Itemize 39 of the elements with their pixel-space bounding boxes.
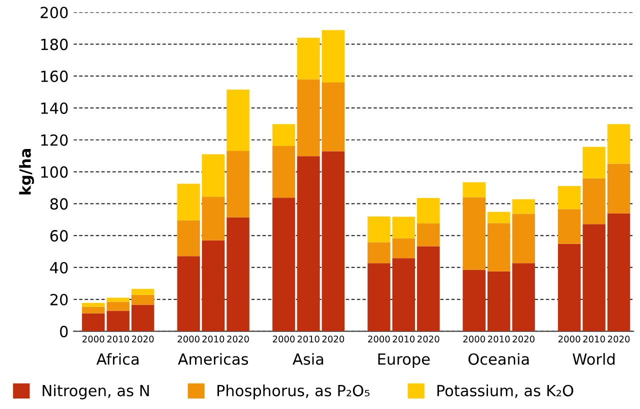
text: Americas xyxy=(178,353,248,365)
x-tick-label: 2020 xyxy=(608,336,630,342)
text: World xyxy=(572,353,615,365)
y-tick-label: 0 xyxy=(60,326,68,338)
x-tick-label: 2020 xyxy=(322,336,344,342)
y-tick-label: 120 xyxy=(41,134,68,146)
x-tick-label: 2010 xyxy=(298,336,320,342)
x-tick-label: 2010 xyxy=(392,336,415,342)
x-tick-label: 2000 xyxy=(82,336,104,342)
y-tick-label: 160 xyxy=(41,70,68,82)
x-tick-label: 2000 xyxy=(272,336,295,342)
x-tick-label: 2010 xyxy=(202,336,224,342)
y-tick-label: 100 xyxy=(41,166,68,178)
y-tick-label: 40 xyxy=(50,262,68,274)
x-tick-label: 2000 xyxy=(178,336,200,342)
y-tick-label: 140 xyxy=(41,102,68,114)
text: Europe xyxy=(378,354,430,368)
x-tick-label: 2020 xyxy=(418,336,440,342)
x-tick-label: 2010 xyxy=(488,336,510,342)
y-axis-title: kg/ha xyxy=(19,149,34,194)
y-tick-label: 80 xyxy=(50,198,68,210)
x-tick-label: 2000 xyxy=(558,336,580,342)
x-tick-label: 2000 xyxy=(463,336,486,342)
x-tick-label: 2000 xyxy=(368,336,390,342)
x-tick-label: 2020 xyxy=(512,336,534,342)
x-tick-label: 2020 xyxy=(132,336,154,342)
text: Africa xyxy=(96,353,138,365)
y-tick-label: 180 xyxy=(41,38,68,50)
x-tick-label: 2020 xyxy=(227,336,249,342)
text: Oceania xyxy=(468,353,529,365)
y-tick-label: 60 xyxy=(50,230,68,242)
y-tick-label: 20 xyxy=(50,294,68,306)
y-tick-label: 200 xyxy=(40,6,68,18)
x-tick-label: 2010 xyxy=(583,336,605,342)
x-tick-label: 2010 xyxy=(107,336,129,342)
text: Asia xyxy=(292,353,324,365)
legend-label: Nitrogen, as N xyxy=(42,384,149,400)
legend-label: Potassium, as K₂O xyxy=(437,384,574,398)
legend-label: Phosphorus, as P₂O₅ xyxy=(217,384,370,400)
